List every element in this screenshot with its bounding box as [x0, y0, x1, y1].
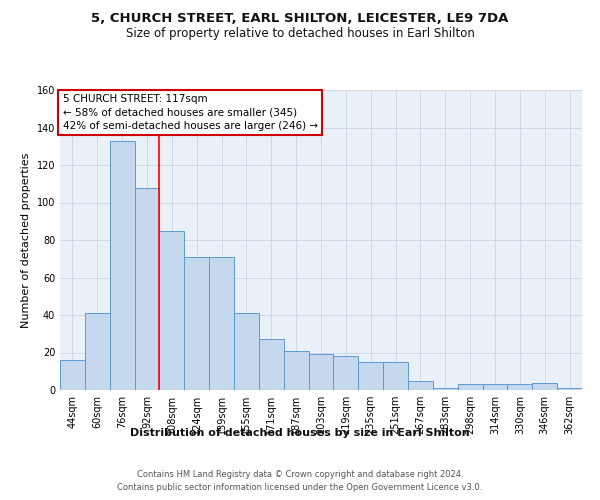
- Bar: [482, 384, 508, 390]
- Bar: [433, 388, 458, 390]
- Bar: [134, 188, 160, 390]
- Bar: [383, 362, 408, 390]
- Bar: [85, 313, 110, 390]
- Y-axis label: Number of detached properties: Number of detached properties: [21, 152, 31, 328]
- Bar: [259, 340, 284, 390]
- Bar: [209, 257, 234, 390]
- Bar: [358, 362, 383, 390]
- Text: 5, CHURCH STREET, EARL SHILTON, LEICESTER, LE9 7DA: 5, CHURCH STREET, EARL SHILTON, LEICESTE…: [91, 12, 509, 26]
- Bar: [110, 140, 134, 390]
- Bar: [508, 384, 532, 390]
- Text: 5 CHURCH STREET: 117sqm
← 58% of detached houses are smaller (345)
42% of semi-d: 5 CHURCH STREET: 117sqm ← 58% of detache…: [62, 94, 318, 131]
- Bar: [234, 313, 259, 390]
- Bar: [160, 230, 184, 390]
- Bar: [60, 360, 85, 390]
- Bar: [308, 354, 334, 390]
- Bar: [334, 356, 358, 390]
- Bar: [184, 257, 209, 390]
- Bar: [458, 384, 482, 390]
- Text: Contains HM Land Registry data © Crown copyright and database right 2024.
Contai: Contains HM Land Registry data © Crown c…: [118, 470, 482, 492]
- Bar: [408, 380, 433, 390]
- Bar: [557, 388, 582, 390]
- Text: Size of property relative to detached houses in Earl Shilton: Size of property relative to detached ho…: [125, 28, 475, 40]
- Bar: [532, 382, 557, 390]
- Bar: [284, 350, 308, 390]
- Text: Distribution of detached houses by size in Earl Shilton: Distribution of detached houses by size …: [130, 428, 470, 438]
